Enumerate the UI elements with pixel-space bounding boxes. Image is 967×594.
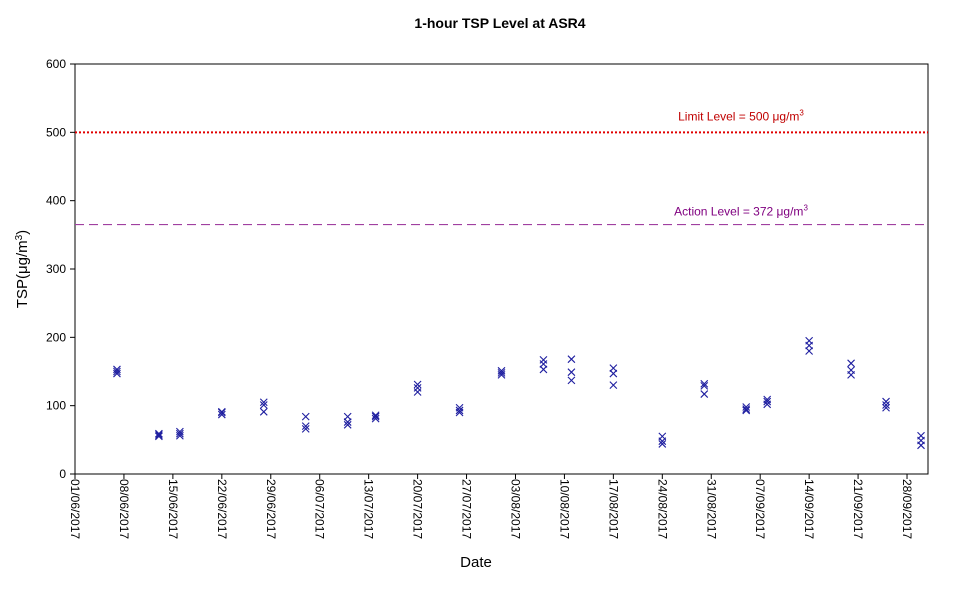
data-point: [847, 366, 855, 375]
x-tick-label: 31/08/2017: [704, 479, 718, 539]
data-point: [301, 422, 310, 431]
data-point: [217, 407, 226, 416]
x-tick-label: 21/09/2017: [851, 479, 865, 539]
data-point: [455, 406, 464, 415]
x-tick-label: 06/07/2017: [313, 479, 327, 539]
data-point: [609, 369, 618, 378]
data-point: [805, 347, 814, 355]
x-tick-label: 13/07/2017: [362, 479, 376, 539]
x-tick-label: 29/06/2017: [264, 479, 278, 539]
data-point: [259, 398, 268, 407]
x-tick-label: 15/06/2017: [166, 479, 180, 539]
data-point: [742, 405, 751, 413]
data-point: [609, 364, 618, 372]
data-points: [113, 336, 925, 450]
data-point: [917, 431, 925, 440]
data-point: [567, 355, 576, 364]
x-tick-label: 14/09/2017: [802, 479, 816, 539]
data-point: [882, 403, 890, 412]
data-point: [658, 432, 667, 441]
data-point: [539, 365, 548, 374]
y-tick-label: 600: [46, 57, 66, 71]
data-point: [658, 440, 667, 448]
data-point: [805, 336, 814, 345]
data-point: [567, 376, 576, 385]
data-point: [155, 429, 163, 438]
x-axis-ticks: 01/06/2017 08/06/2017 15/06/2017 22/06/2017…: [68, 474, 914, 539]
data-point: [497, 366, 506, 375]
data-point: [847, 359, 855, 368]
data-point: [301, 425, 310, 433]
x-tick-label: 07/09/2017: [753, 479, 767, 539]
data-point: [175, 429, 184, 438]
y-tick-label: 200: [46, 330, 66, 344]
y-axis-label: TSP(μg/m3): [14, 230, 31, 308]
data-point: [371, 412, 380, 421]
data-point: [763, 395, 772, 404]
y-tick-label: 400: [46, 194, 66, 208]
data-point: [371, 411, 380, 420]
x-tick-label: 01/06/2017: [68, 479, 82, 539]
data-point: [343, 420, 352, 429]
x-tick-label: 08/06/2017: [117, 479, 131, 539]
reference-lines: Limit Level = 500 μg/m3 Action Level = 37…: [75, 108, 928, 226]
data-point: [413, 384, 422, 392]
data-point: [155, 432, 163, 441]
data-point: [155, 431, 163, 439]
x-tick-label: 28/09/2017: [900, 479, 914, 539]
data-point: [882, 397, 890, 406]
data-point: [343, 418, 352, 426]
plot-border: [74, 63, 929, 475]
data-point: [742, 403, 751, 411]
x-axis-label: Date: [460, 554, 492, 571]
limit-level-label: Limit Level = 500 μg/m3: [678, 108, 804, 123]
y-axis-ticks: 0 100 200 300 400 500 600: [46, 57, 75, 481]
data-point: [700, 381, 709, 390]
data-point: [113, 367, 121, 376]
action-level-label: Action Level = 372 μg/m3: [674, 204, 808, 219]
data-point: [882, 401, 890, 409]
data-point: [742, 406, 751, 415]
data-point: [413, 380, 422, 389]
data-point: [567, 368, 576, 377]
x-tick-label: 17/08/2017: [606, 479, 620, 539]
x-tick-label: 24/08/2017: [655, 479, 669, 539]
data-point: [539, 360, 548, 368]
x-tick-label: 10/08/2017: [557, 479, 571, 539]
y-tick-label: 0: [59, 467, 66, 481]
chart-title: 1-hour TSP Level at ASR4: [414, 15, 585, 31]
plot-area: [74, 63, 929, 475]
data-point: [217, 410, 226, 419]
y-tick-label: 300: [46, 262, 66, 276]
data-point: [609, 381, 618, 390]
data-point: [539, 355, 548, 364]
data-point: [700, 379, 709, 388]
data-point: [301, 412, 310, 421]
x-tick-label: 03/08/2017: [508, 479, 522, 539]
data-point: [343, 412, 352, 421]
y-tick-label: 500: [46, 125, 66, 139]
y-tick-label: 100: [46, 399, 66, 413]
data-point: [700, 390, 709, 398]
x-tick-label: 20/07/2017: [411, 479, 425, 539]
x-tick-label: 22/06/2017: [215, 479, 229, 539]
data-point: [371, 414, 380, 423]
data-point: [455, 403, 464, 412]
data-point: [113, 365, 121, 374]
data-point: [259, 407, 268, 416]
x-tick-label: 27/07/2017: [460, 479, 474, 539]
data-point: [497, 368, 506, 377]
data-point: [413, 388, 422, 396]
data-point: [763, 397, 772, 406]
data-point: [259, 401, 268, 409]
data-point: [175, 427, 184, 436]
